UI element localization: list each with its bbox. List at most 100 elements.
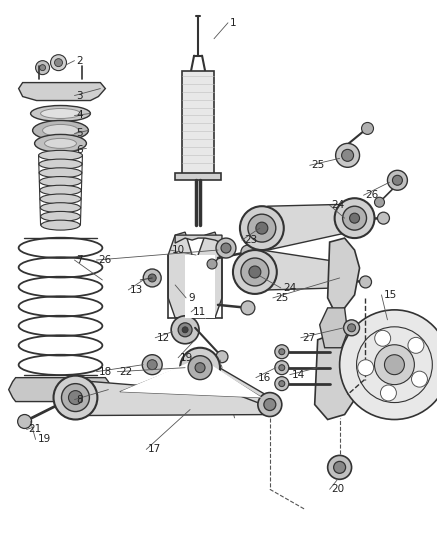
Circle shape [339,310,438,419]
Ellipse shape [41,109,81,118]
Text: 2: 2 [77,55,83,66]
Text: 23: 23 [244,235,257,245]
Polygon shape [120,358,262,398]
Circle shape [68,391,82,405]
Circle shape [343,206,367,230]
Text: 3: 3 [77,91,83,101]
Circle shape [256,222,268,234]
Circle shape [241,258,269,286]
Circle shape [39,64,46,71]
Text: 24: 24 [332,200,345,210]
Ellipse shape [40,203,81,213]
Circle shape [381,385,396,401]
Circle shape [241,245,255,259]
Text: 5: 5 [77,128,83,139]
Ellipse shape [42,124,78,136]
Polygon shape [68,379,276,416]
Ellipse shape [39,150,82,160]
Text: 8: 8 [77,394,83,405]
Circle shape [408,337,424,353]
Ellipse shape [39,176,81,187]
Circle shape [328,455,352,479]
Circle shape [279,349,285,355]
Polygon shape [262,204,356,250]
Ellipse shape [45,139,77,148]
Text: 4: 4 [77,110,83,120]
Circle shape [50,55,67,71]
Text: 1: 1 [230,18,237,28]
Circle shape [378,212,389,224]
Circle shape [342,149,353,161]
Polygon shape [9,378,112,401]
Ellipse shape [31,106,90,122]
Circle shape [233,250,277,294]
Text: 22: 22 [119,367,133,377]
Text: 14: 14 [292,370,305,379]
Ellipse shape [35,134,86,152]
Circle shape [180,348,220,387]
Circle shape [249,266,261,278]
Text: 19: 19 [180,353,193,363]
Polygon shape [185,255,215,318]
Circle shape [375,330,391,346]
Circle shape [195,362,205,373]
Circle shape [335,198,374,238]
Polygon shape [168,232,192,318]
Text: 6: 6 [77,146,83,155]
Text: 7: 7 [77,255,83,265]
Circle shape [361,123,374,134]
Text: 16: 16 [258,373,271,383]
Text: 11: 11 [193,307,206,317]
Circle shape [221,243,231,253]
Ellipse shape [39,159,82,169]
Circle shape [348,324,356,332]
Text: 15: 15 [384,290,397,300]
Circle shape [241,301,255,315]
Text: 25: 25 [275,293,288,303]
Circle shape [279,381,285,386]
Circle shape [148,274,156,282]
Circle shape [188,356,212,379]
Circle shape [258,393,282,416]
Circle shape [171,316,199,344]
Ellipse shape [32,120,88,140]
Circle shape [216,351,228,362]
Circle shape [207,259,217,269]
Circle shape [216,238,236,258]
Circle shape [336,143,360,167]
Circle shape [61,384,89,411]
Circle shape [182,327,188,333]
Circle shape [35,61,49,75]
Polygon shape [320,308,348,348]
Text: 12: 12 [157,333,170,343]
Circle shape [143,269,161,287]
Circle shape [178,323,192,337]
Circle shape [240,206,284,250]
Circle shape [385,355,404,375]
Circle shape [374,197,385,207]
Text: 27: 27 [303,333,316,343]
Text: 13: 13 [130,285,144,295]
Circle shape [142,355,162,375]
Ellipse shape [39,168,82,178]
Circle shape [248,214,276,242]
Circle shape [54,59,63,67]
Ellipse shape [41,220,80,230]
Polygon shape [175,173,221,180]
Circle shape [275,361,289,375]
Circle shape [374,345,414,385]
Text: 9: 9 [188,293,195,303]
Circle shape [264,399,276,410]
Circle shape [53,376,97,419]
Circle shape [343,320,360,336]
Circle shape [388,171,407,190]
Polygon shape [198,232,222,318]
Circle shape [358,360,374,376]
Polygon shape [175,235,222,243]
Polygon shape [19,83,106,101]
Ellipse shape [41,212,80,221]
Circle shape [412,371,427,387]
Polygon shape [328,238,360,312]
Text: 18: 18 [99,367,112,377]
Polygon shape [182,71,214,175]
